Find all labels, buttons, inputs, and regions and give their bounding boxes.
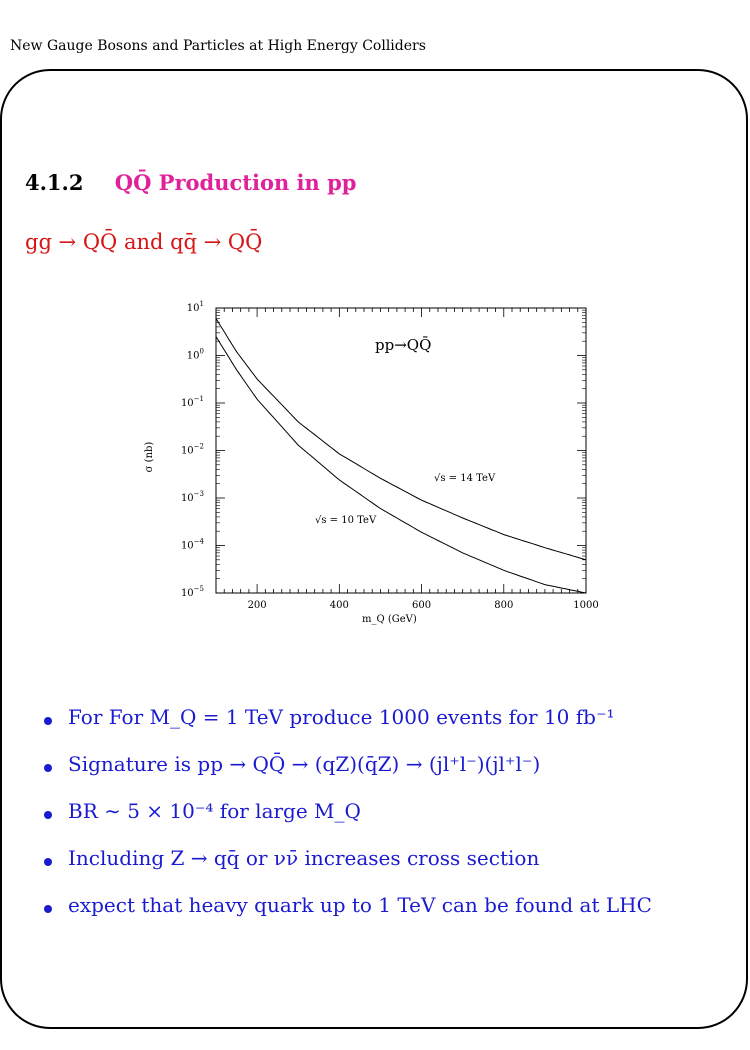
x-tick-label: 600 (412, 600, 431, 611)
bullet-item: expect that heavy quark up to 1 TeV can … (40, 893, 652, 940)
y-axis-label: σ (nb) (144, 442, 155, 473)
y-tick-label: 101 (187, 300, 204, 314)
header-title: New Gauge Bosons and Particles at High E… (10, 38, 426, 54)
series-label-14tev: √s = 14 TeV (434, 473, 496, 484)
bullet-item: For For M_Q = 1 TeV produce 1000 events … (40, 705, 652, 752)
bullet-item: Including Z → qq̄ or νν̄ increases cross… (40, 846, 652, 893)
x-tick-label: 400 (330, 600, 349, 611)
cross-section-chart: 200 400 600 800 1000 101 100 10−1 10−2 10−3 10−4 1… (130, 295, 610, 635)
x-tick-label: 200 (248, 600, 267, 611)
bullet-list: For For M_Q = 1 TeV produce 1000 events … (40, 705, 652, 940)
y-tick-label: 10−4 (181, 538, 205, 552)
y-tick-label: 10−5 (181, 585, 204, 599)
process-line: gg → QQ̄ and qq̄ → QQ̄ (25, 230, 263, 254)
section-heading: 4.1.2 QQ̄ Production in pp (25, 170, 356, 195)
y-tick-label: 10−2 (181, 443, 204, 457)
y-tick-label: 10−3 (181, 490, 204, 504)
section-number: 4.1.2 (25, 170, 84, 195)
y-tick-label: 100 (187, 348, 204, 362)
chart-title: pp→QQ̄ (375, 336, 431, 354)
section-title: QQ̄ Production in pp (114, 170, 357, 195)
series-label-10tev: √s = 10 TeV (315, 515, 377, 526)
chart-svg: 200 400 600 800 1000 101 100 10−1 10−2 10−3 10−4 1… (144, 300, 599, 625)
slide-frame (0, 69, 748, 1029)
x-tick-label: 800 (494, 600, 513, 611)
x-axis-label: m_Q (GeV) (362, 614, 417, 625)
bullet-item: Signature is pp → QQ̄ → (qZ)(q̄Z) → (jl⁺… (40, 752, 652, 799)
series-line-10tev (215, 336, 587, 594)
bullet-item: BR ∼ 5 × 10⁻⁴ for large M_Q (40, 799, 652, 846)
series-line-14tev (215, 318, 587, 561)
x-tick-label: 1000 (573, 600, 598, 611)
y-tick-label: 10−1 (181, 395, 204, 409)
